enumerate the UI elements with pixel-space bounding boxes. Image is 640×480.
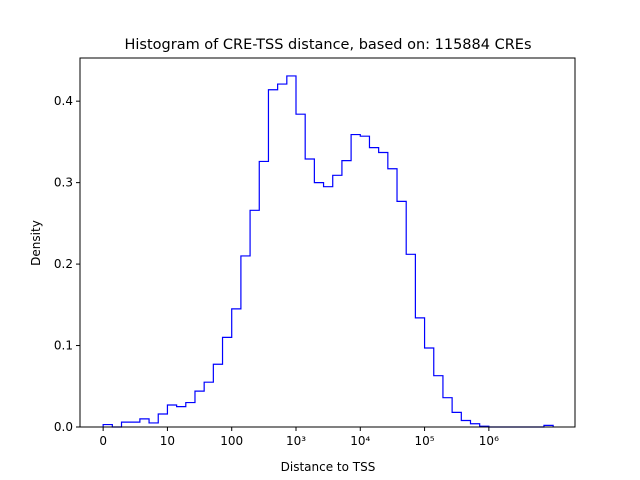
histogram-bin [268,90,277,427]
histogram-bin [122,422,131,427]
histogram-bin [213,364,222,427]
x-tick-label: 10⁴ [350,434,370,448]
histogram-bin [131,422,140,427]
y-tick-label: 0.4 [54,94,73,108]
histogram-bin [287,76,296,427]
histogram-step-line [102,75,554,428]
histogram-bin [425,348,434,427]
histogram-bin [397,201,406,427]
histogram-bin [305,159,314,427]
x-tick-label: 10⁶ [479,434,499,448]
histogram-bin [177,407,186,427]
y-tick-label: 0.1 [54,339,73,353]
histogram-bin [388,169,397,427]
histogram-bin [204,382,213,427]
y-axis-label: Density [29,220,43,266]
plot-frame [79,57,576,428]
histogram-bin [342,161,351,427]
histogram-bin [149,423,158,427]
histogram-bin [296,114,305,427]
histogram-bin [250,210,259,427]
histogram-bin [360,136,369,427]
x-tick-label: 0 [99,434,107,448]
histogram-bin [314,183,323,427]
histogram-bin [140,419,149,427]
histogram-bin [223,337,232,427]
histogram-bin [232,309,241,427]
y-tick-label: 0.2 [54,257,73,271]
histogram-bin [434,376,443,427]
histogram-bin [158,414,167,427]
histogram-bin [461,420,470,427]
histogram-bin [324,187,333,427]
histogram-bin [406,254,415,427]
histogram-bin [452,412,461,427]
x-tick-label: 10³ [286,434,306,448]
histogram-bin [333,175,342,427]
histogram-bin [415,318,424,427]
y-tick-label: 0.3 [54,176,73,190]
histogram-bin [186,403,195,427]
histogram-bin [379,152,388,427]
histogram-bin [259,161,268,427]
x-tick-label: 10 [160,434,175,448]
y-tick-label: 0.0 [54,420,73,434]
histogram-bin [351,135,360,427]
histogram-bin [443,398,452,427]
histogram-bin [369,148,378,427]
histogram-bin [195,391,204,427]
histogram-bin [167,405,176,427]
x-axis-label: Distance to TSS [281,460,376,474]
x-tick-label: 10⁵ [415,434,435,448]
x-tick-label: 100 [220,434,243,448]
chart-title: Histogram of CRE-TSS distance, based on:… [124,37,531,53]
histogram-bin [278,84,287,427]
histogram-bin [241,256,250,427]
